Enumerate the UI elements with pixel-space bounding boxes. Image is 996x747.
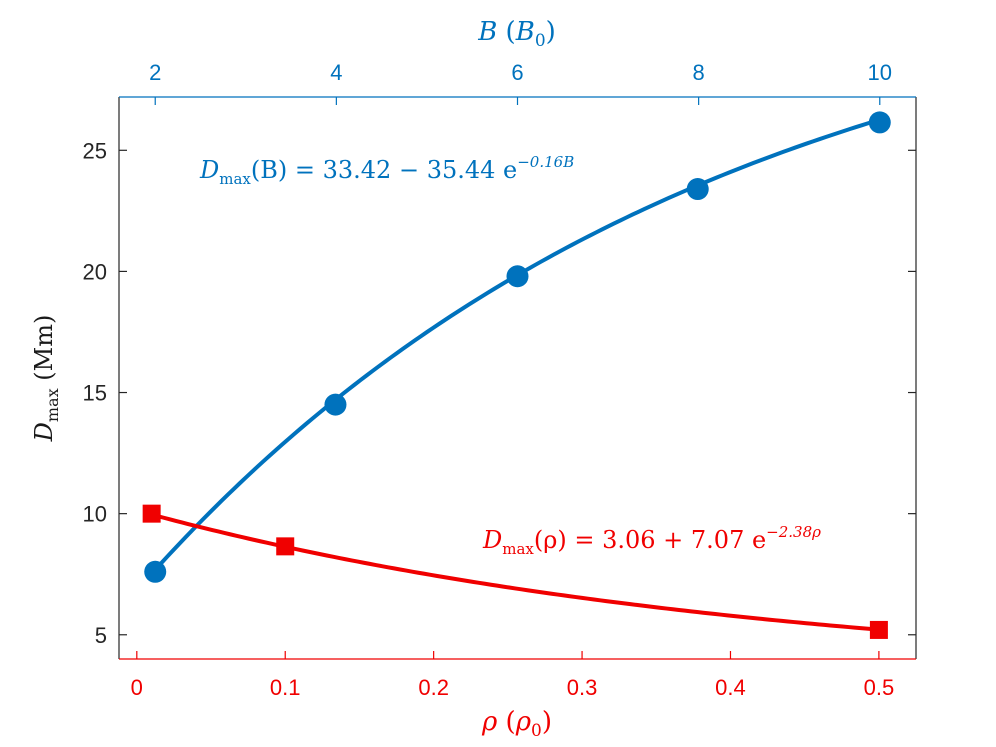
bottom-tick-label: 0.2 xyxy=(418,675,449,700)
top-tick-label: 6 xyxy=(511,60,523,85)
blue-data-point xyxy=(868,111,891,134)
top-tick-label: 4 xyxy=(330,60,342,85)
top-axis-label: B (B0) xyxy=(477,17,556,51)
bottom-axis-label: ρ (ρ0) xyxy=(481,707,552,741)
y-ticks: 5 10 15 20 25 xyxy=(83,138,916,648)
blue-data-point xyxy=(686,178,709,201)
y-tick-label: 10 xyxy=(83,502,107,527)
bottom-tick-label: 0.3 xyxy=(567,675,598,700)
blue-data-point xyxy=(506,265,529,288)
red-data-point xyxy=(869,620,888,639)
top-tick-label: 2 xyxy=(149,60,161,85)
blue-data-point xyxy=(144,560,167,583)
y-tick-label: 25 xyxy=(83,138,107,163)
top-tick-label: 10 xyxy=(868,60,892,85)
blue-fit-annotation: Dmax(B) = 33.42 − 35.44 e−0.16B xyxy=(199,153,574,188)
red-data-point xyxy=(142,504,161,523)
y-tick-label: 15 xyxy=(83,381,107,406)
red-fit-annotation: Dmax(ρ) = 3.06 + 7.07 e−2.38ρ xyxy=(482,523,821,558)
top-tick-label: 8 xyxy=(693,60,705,85)
bottom-tick-label: 0.1 xyxy=(270,675,301,700)
y-tick-label: 5 xyxy=(95,623,107,648)
bottom-tick-label: 0.5 xyxy=(864,675,895,700)
bottom-axis-ticks: 0 0.1 0.2 0.3 0.4 0.5 xyxy=(131,651,895,700)
y-tick-label: 20 xyxy=(83,259,107,284)
red-fit-curve xyxy=(151,512,880,632)
y-axis-label: Dmax (Mm) xyxy=(30,315,62,443)
bottom-tick-label: 0.4 xyxy=(715,675,746,700)
blue-data-point xyxy=(324,393,347,416)
data-markers xyxy=(142,111,891,639)
blue-fit-curve xyxy=(153,117,881,572)
bottom-tick-label: 0 xyxy=(131,675,143,700)
red-data-point xyxy=(276,537,295,556)
top-axis-ticks: 2 4 6 8 10 xyxy=(149,60,892,105)
